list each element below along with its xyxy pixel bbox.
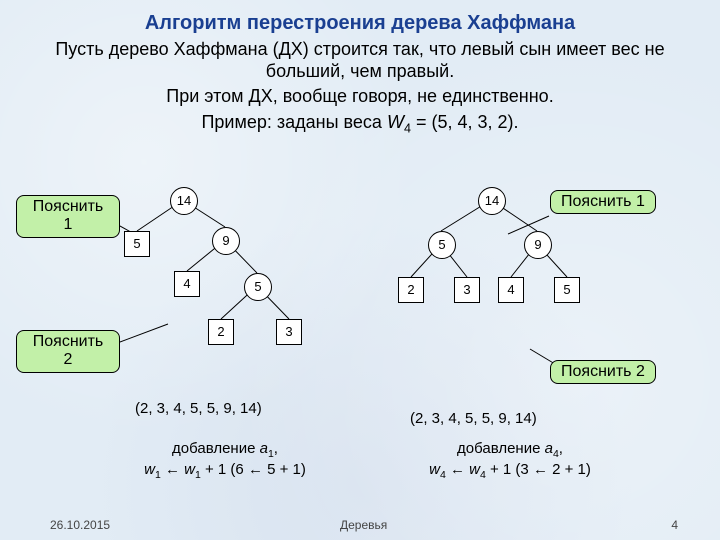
tree-node-circle: 5 <box>244 273 272 301</box>
fR-post1: , <box>559 440 563 457</box>
tree-node-square: 2 <box>208 319 234 345</box>
tree-node-circle: 9 <box>212 227 240 255</box>
fR-a: a <box>545 440 553 457</box>
tree-node-square: 5 <box>554 277 580 303</box>
tree-node-circle: 5 <box>428 231 456 259</box>
fL-w2: w <box>184 461 195 478</box>
tree-area: 1495542314592345 <box>0 175 720 425</box>
fR-w1: w <box>429 461 440 478</box>
tree-node-circle: 9 <box>524 231 552 259</box>
fL-post2: + 1 (6 ← 5 + 1) <box>201 461 306 478</box>
fR-w2: w <box>469 461 480 478</box>
fL-a: a <box>260 440 268 457</box>
tree-edges <box>0 175 720 425</box>
weight-list-right: (2, 3, 4, 5, 5, 9, 14) <box>410 410 537 427</box>
tree-node-square: 4 <box>498 277 524 303</box>
fL-w1: w <box>144 461 155 478</box>
tree-node-square: 5 <box>124 231 150 257</box>
tree-node-square: 2 <box>398 277 424 303</box>
tree-node-square: 3 <box>454 277 480 303</box>
tree-node-circle: 14 <box>478 187 506 215</box>
formula-left: добавление a1, w1 ← w1 + 1 (6 ← 5 + 1) <box>95 440 355 482</box>
fR-mid: ← <box>446 461 469 478</box>
fR-pre: добавление <box>457 440 545 457</box>
tree-node-circle: 14 <box>170 187 198 215</box>
tree-node-square: 4 <box>174 271 200 297</box>
formula-right: добавление a4, w4 ← w4 + 1 (3 ← 2 + 1) <box>380 440 640 482</box>
fL-mid: ← <box>161 461 184 478</box>
footer-topic: Деревья <box>340 518 387 532</box>
footer-page-number: 4 <box>671 518 678 532</box>
fR-post2: + 1 (3 ← 2 + 1) <box>486 461 591 478</box>
footer-date: 26.10.2015 <box>50 518 110 532</box>
tree-node-square: 3 <box>276 319 302 345</box>
weight-list-left: (2, 3, 4, 5, 5, 9, 14) <box>135 400 262 417</box>
fL-pre: добавление <box>172 440 260 457</box>
fL-post1: , <box>274 440 278 457</box>
